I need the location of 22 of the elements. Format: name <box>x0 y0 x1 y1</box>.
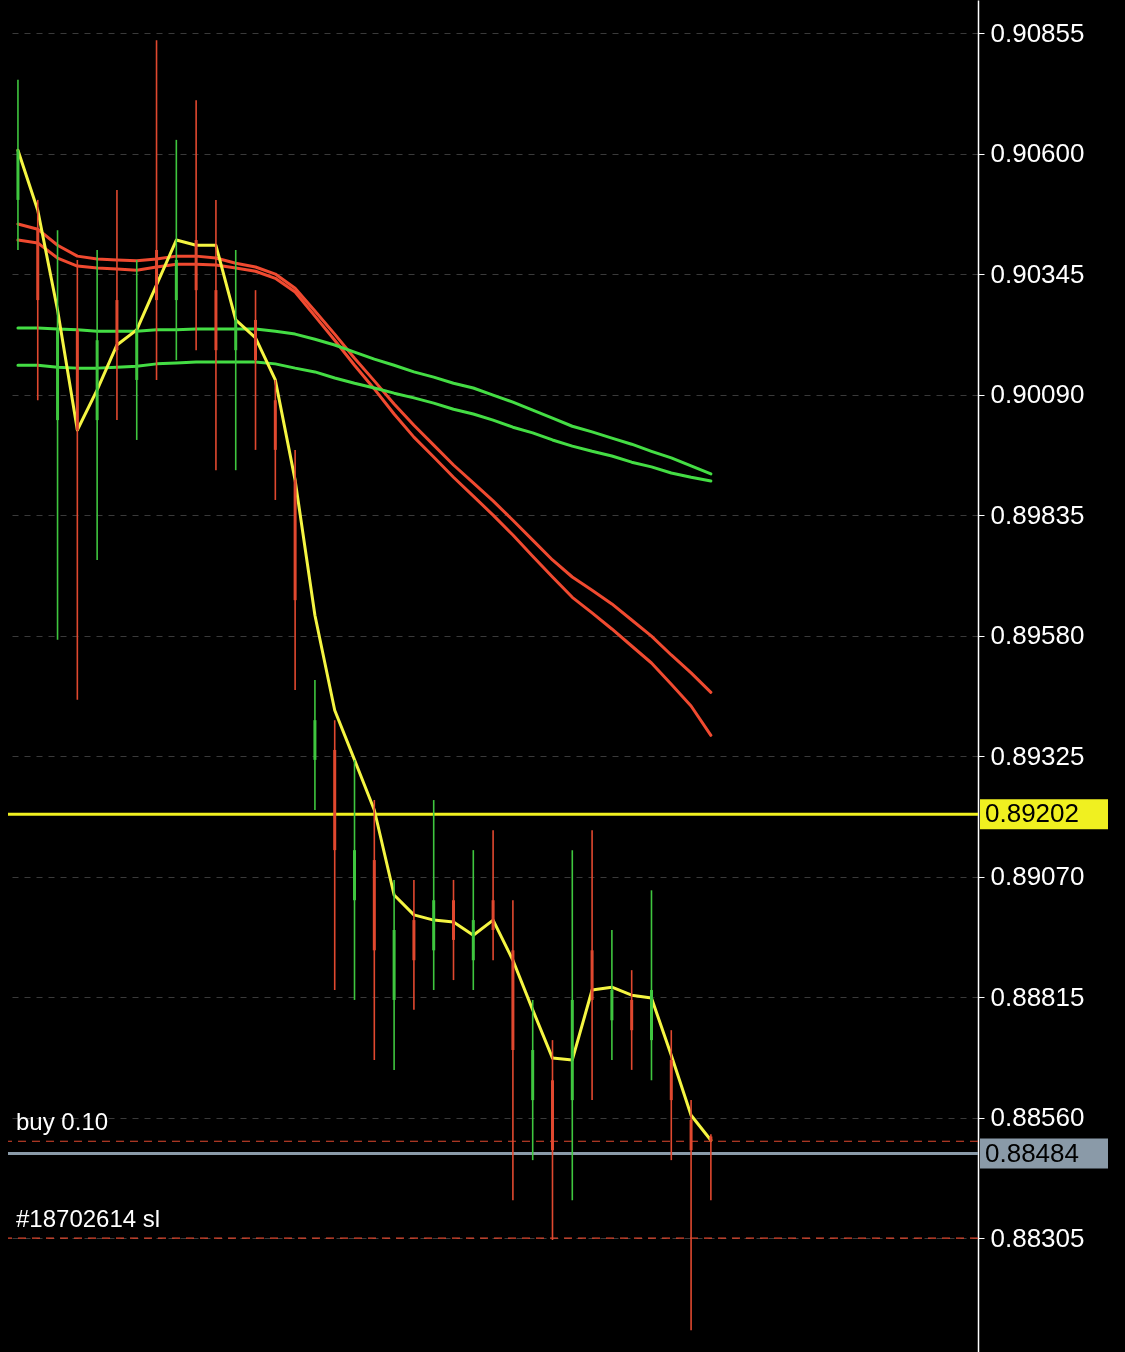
candlestick <box>353 759 357 1001</box>
line-series <box>16 148 713 1142</box>
y-tick-label: 0.89325 <box>990 740 1085 771</box>
y-tick-label: 0.90600 <box>990 138 1085 169</box>
line-series <box>16 360 713 483</box>
y-tick-label: 0.90345 <box>990 258 1085 289</box>
y-tick-label: 0.89580 <box>990 620 1085 651</box>
candlestick <box>649 889 653 1082</box>
y-tick-label: 0.88305 <box>990 1222 1085 1253</box>
y-tick-label: 0.90855 <box>990 17 1085 48</box>
y-tick-label: 0.88560 <box>990 1102 1085 1133</box>
y-tick-label: 0.88815 <box>990 981 1085 1012</box>
y-tick-label: 0.89835 <box>990 499 1085 530</box>
candlestick <box>452 879 455 981</box>
annotation: buy 0.10 <box>16 1108 109 1136</box>
ref-line-label: 0.89202 <box>985 798 1079 829</box>
y-tick-label: 0.89070 <box>990 861 1085 892</box>
ref-line-label: 0.88484 <box>985 1137 1079 1168</box>
y-tick-label: 0.90090 <box>990 379 1085 410</box>
candlestick <box>254 289 258 451</box>
annotation: #18702614 sl <box>16 1205 161 1233</box>
line-series <box>16 326 713 476</box>
